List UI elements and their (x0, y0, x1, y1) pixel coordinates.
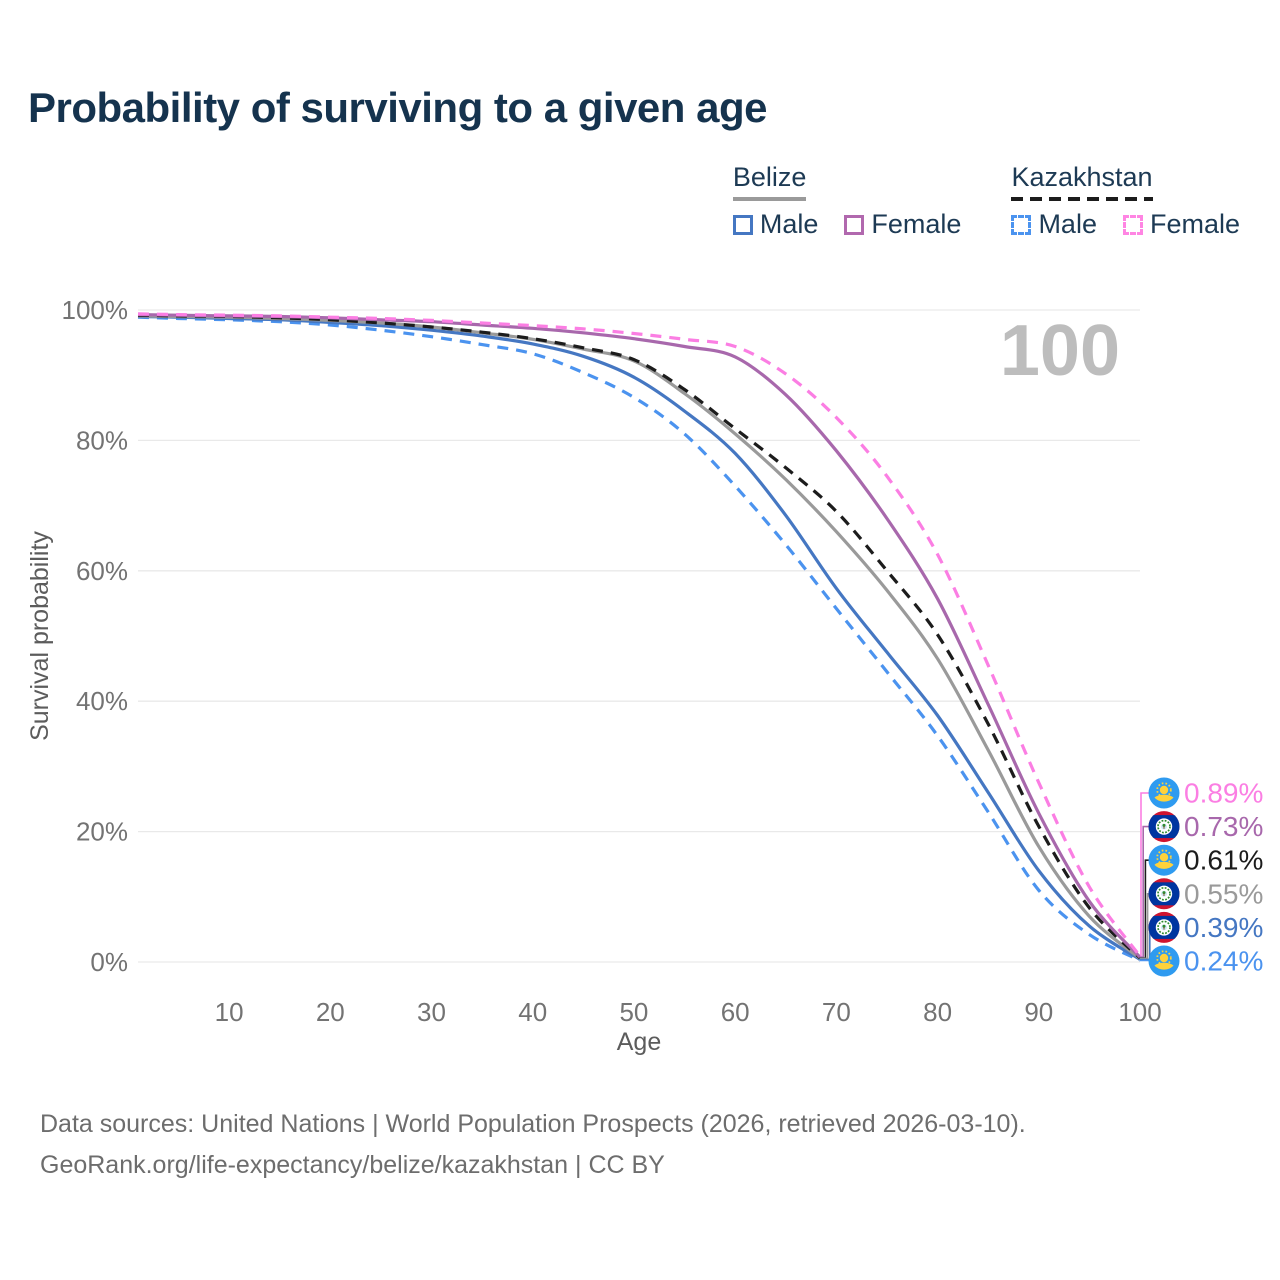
end-value-label-belize: 0.55% (1184, 878, 1263, 909)
attribution-note: GeoRank.org/life-expectancy/belize/kazak… (40, 1151, 665, 1179)
flag-icon-belize (1148, 911, 1180, 943)
x-tick-label: 100 (1118, 997, 1161, 1027)
page-title: Probability of surviving to a given age (28, 84, 767, 131)
y-tick-label: 80% (76, 425, 128, 455)
y-tick-label: 40% (76, 686, 128, 716)
footer: Data sources: United Nations | World Pop… (40, 1104, 1026, 1186)
legend-item-belize-male[interactable]: Male (732, 209, 819, 240)
y-tick-label: 60% (76, 556, 128, 586)
legend-item-kazakhstan-male[interactable]: Male (1011, 209, 1097, 240)
legend-item-label: Male (1038, 209, 1097, 239)
x-tick-label: 30 (417, 997, 446, 1027)
x-tick-label: 60 (721, 997, 750, 1027)
series-line-kazakhstan-female (137, 312, 1142, 958)
end-value-label-kazakhstan-female: 0.89% (1184, 778, 1263, 809)
series-line-kazakhstan-male (137, 315, 1141, 962)
y-axis-title: Survival probability (26, 531, 54, 741)
x-tick-label: 80 (923, 997, 952, 1027)
legend-item-label: Male (759, 209, 819, 239)
legend-swatch-icon (1011, 214, 1032, 235)
x-tick-label: 90 (1024, 997, 1053, 1027)
y-tick-label: 20% (76, 817, 128, 847)
legend-group-kazakhstan: Kazakhstan Male Female (1011, 162, 1240, 240)
flag-icon-kazakhstan (1148, 844, 1180, 876)
x-tick-label: 70 (822, 997, 851, 1027)
legend-group-title-kazakhstan: Kazakhstan (1011, 162, 1153, 192)
legend: Belize Male Female Kazakhstan Male (732, 162, 1240, 240)
end-label-connector (1140, 893, 1149, 960)
legend-line-sample-solid (732, 197, 807, 201)
x-tick-label: 40 (518, 997, 547, 1027)
end-value-label-kazakhstan: 0.61% (1184, 845, 1263, 876)
series-line-kazakhstan (137, 313, 1142, 960)
end-value-label-belize-female: 0.73% (1184, 811, 1263, 842)
y-tick-label: 100% (62, 295, 129, 325)
flag-icon-kazakhstan (1148, 777, 1180, 809)
legend-swatch-icon (844, 214, 865, 235)
data-sources-note: Data sources: United Nations | World Pop… (40, 1110, 1026, 1138)
flag-icon-belize (1148, 878, 1180, 910)
legend-item-belize-female[interactable]: Female (844, 209, 961, 240)
end-label-connector (1140, 792, 1149, 957)
series-line-belize-female (137, 312, 1142, 959)
legend-swatch-icon (732, 214, 753, 235)
legend-group-belize: Belize Male Female (732, 162, 961, 240)
end-value-label-kazakhstan-male: 0.24% (1184, 946, 1263, 977)
legend-item-label: Female (871, 209, 962, 239)
legend-group-title-belize: Belize (732, 162, 807, 192)
flag-icon-belize (1148, 811, 1180, 843)
x-tick-label: 50 (619, 997, 648, 1027)
x-tick-label: 10 (215, 997, 244, 1027)
legend-line-sample-dashed (1011, 197, 1153, 201)
series-line-belize (137, 314, 1142, 960)
flag-icon-kazakhstan (1148, 945, 1180, 977)
x-tick-label: 20 (316, 997, 345, 1027)
x-axis-title: Age (617, 1028, 661, 1056)
legend-swatch-icon (1122, 214, 1143, 235)
legend-item-label: Female (1149, 209, 1240, 239)
series-line-belize-male (137, 314, 1141, 961)
end-value-label-belize-male: 0.39% (1184, 912, 1263, 943)
legend-item-kazakhstan-female[interactable]: Female (1122, 209, 1240, 240)
y-tick-label: 0% (90, 947, 128, 977)
age-indicator-watermark: 100 (1000, 311, 1120, 391)
